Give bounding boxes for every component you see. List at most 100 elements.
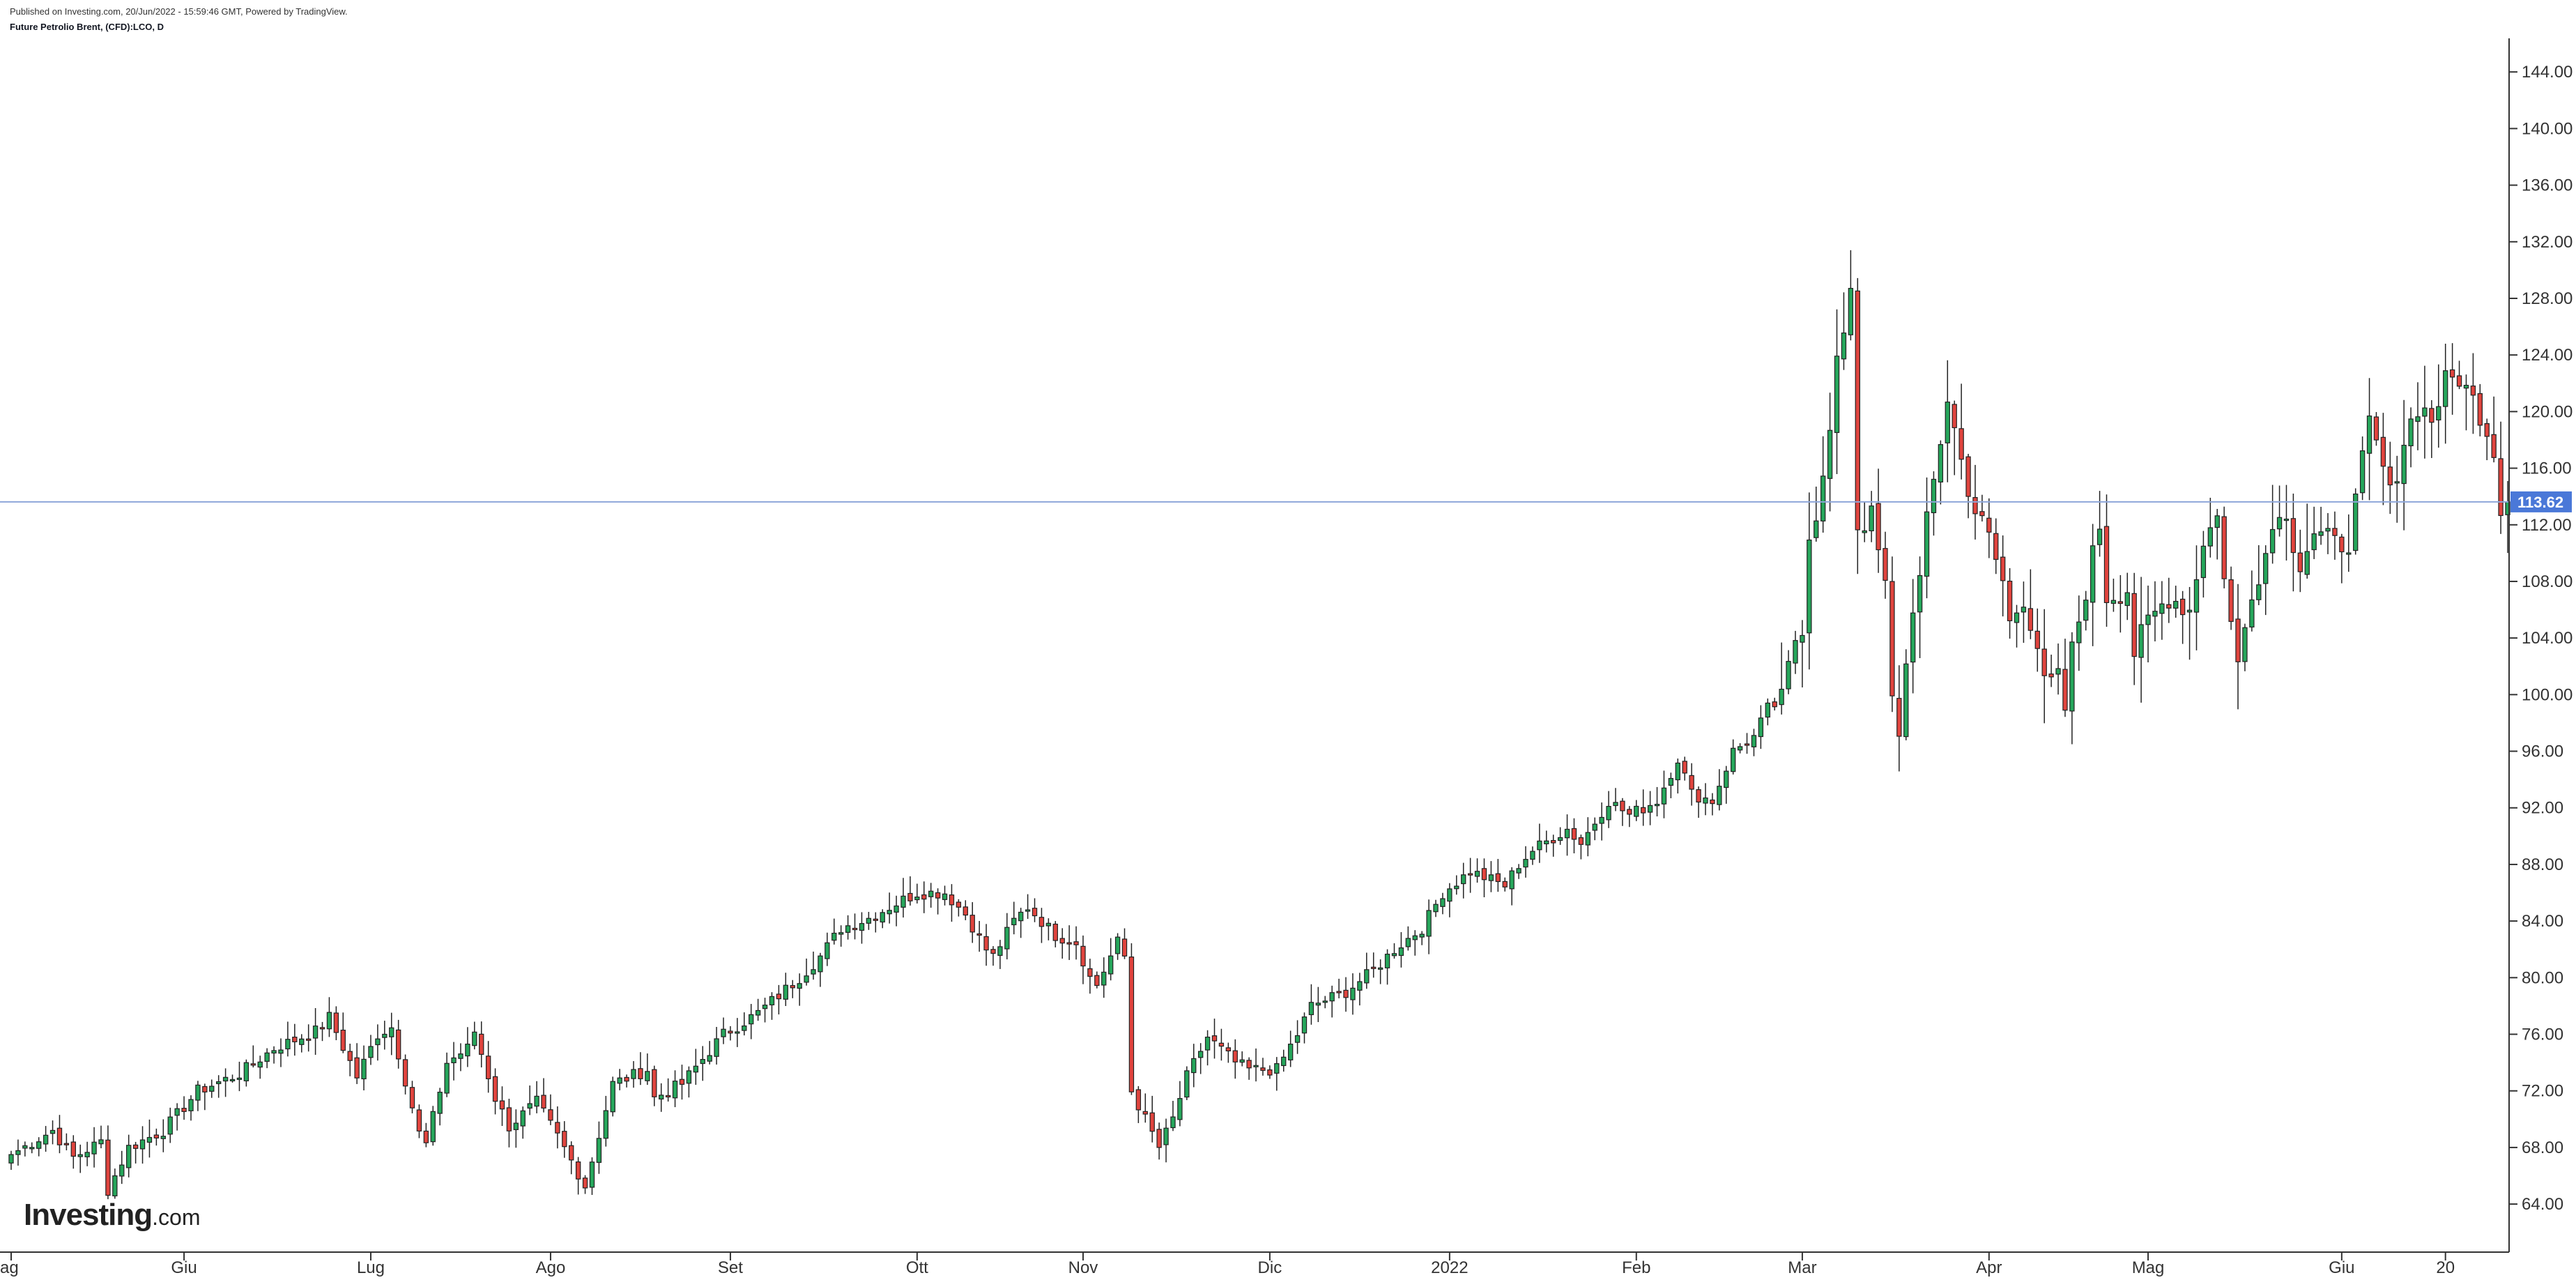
candle [1502, 877, 1508, 892]
candle-body [1641, 807, 1646, 814]
candle-body [1032, 908, 1038, 917]
candle [1634, 800, 1639, 821]
candle [749, 1004, 754, 1039]
candle [1025, 894, 1031, 920]
candle-body [2041, 648, 2047, 676]
candle-body [818, 955, 823, 973]
candle [2103, 494, 2110, 627]
candle-body [2380, 436, 2386, 467]
candle [112, 1168, 118, 1199]
candle [1910, 579, 1916, 694]
candle-body [215, 1081, 222, 1085]
x-tick-label: Mag [2132, 1258, 2165, 1277]
candle-body [1025, 909, 1031, 912]
candle [589, 1157, 595, 1195]
candle [1696, 786, 1701, 818]
candle [2318, 506, 2324, 545]
candle [160, 1119, 166, 1152]
candle-body [956, 901, 962, 908]
candle-body [914, 897, 920, 901]
candle [264, 1048, 270, 1069]
candle [721, 1017, 726, 1044]
candle-body [2297, 552, 2303, 572]
candle [1087, 959, 1093, 994]
candle [1661, 770, 1667, 818]
candle [527, 1085, 532, 1115]
candle-body [2007, 580, 2013, 622]
candle [596, 1121, 602, 1174]
candle [43, 1126, 49, 1152]
candle-body [1281, 1056, 1287, 1067]
candle [1606, 791, 1611, 828]
candle-body [1080, 945, 1086, 967]
candle-body [2449, 369, 2455, 378]
candle-body [209, 1085, 215, 1092]
candle [2304, 503, 2310, 579]
candle [2041, 609, 2047, 724]
candle [2366, 378, 2372, 501]
candle-body [1052, 923, 1058, 941]
candle [340, 1012, 346, 1053]
candle [1384, 949, 1390, 985]
x-tick-label: 20 [2436, 1258, 2455, 1277]
candle [2263, 545, 2269, 616]
candle [569, 1141, 574, 1175]
candle-body [1979, 511, 1985, 517]
y-tick-label: 112.00 [2522, 516, 2572, 535]
candle [63, 1133, 70, 1151]
candle-body [22, 1145, 28, 1149]
candle-body [1405, 938, 1411, 947]
candle-body [1696, 789, 1701, 803]
candle-body [1578, 837, 1584, 845]
candle [2359, 436, 2366, 501]
candle-body [1197, 1051, 1204, 1058]
candle-body [202, 1085, 208, 1092]
candle-body [188, 1099, 194, 1111]
candle [1731, 739, 1736, 775]
candle [1793, 630, 1798, 674]
candle [430, 1106, 436, 1146]
candle-body [1114, 936, 1121, 954]
candle-body [1903, 663, 1909, 738]
candle [1599, 802, 1604, 841]
candle [305, 1024, 312, 1052]
candle [2179, 591, 2186, 644]
candle-body [2083, 600, 2089, 621]
candle-body [8, 1154, 14, 1164]
candle [603, 1095, 609, 1147]
candle-body [1204, 1037, 1211, 1051]
candle-body [2166, 604, 2172, 609]
candle [935, 888, 941, 915]
candle-body [1779, 688, 1784, 706]
candle [700, 1046, 705, 1081]
candle [2062, 639, 2068, 717]
candle [2422, 365, 2428, 459]
candle-body [402, 1059, 408, 1087]
candle [243, 1059, 250, 1087]
candle-body [1426, 910, 1432, 937]
candle-body [1094, 975, 1100, 986]
candle-body [1675, 762, 1680, 781]
candle-body [1793, 640, 1798, 664]
candle [2069, 632, 2075, 745]
candle [2027, 569, 2034, 639]
candle [1779, 642, 1784, 715]
candle [209, 1079, 215, 1098]
x-tick-label: Dic [1258, 1258, 1282, 1277]
candle-body [1530, 851, 1535, 860]
candle [797, 973, 802, 1006]
candle-body [1170, 1116, 1176, 1129]
current-price-label: 113.62 [2517, 494, 2563, 511]
candle [631, 1061, 636, 1088]
candle [2110, 578, 2117, 612]
candle-body [1896, 698, 1902, 737]
candle-body [1177, 1098, 1183, 1120]
candle-body [409, 1087, 415, 1108]
y-tick-label: 72.00 [2522, 1082, 2563, 1101]
candle-body [873, 918, 878, 921]
candle [1537, 823, 1542, 863]
candle-body [1841, 332, 1847, 360]
y-tick-label: 116.00 [2522, 459, 2572, 478]
candle [638, 1052, 643, 1085]
